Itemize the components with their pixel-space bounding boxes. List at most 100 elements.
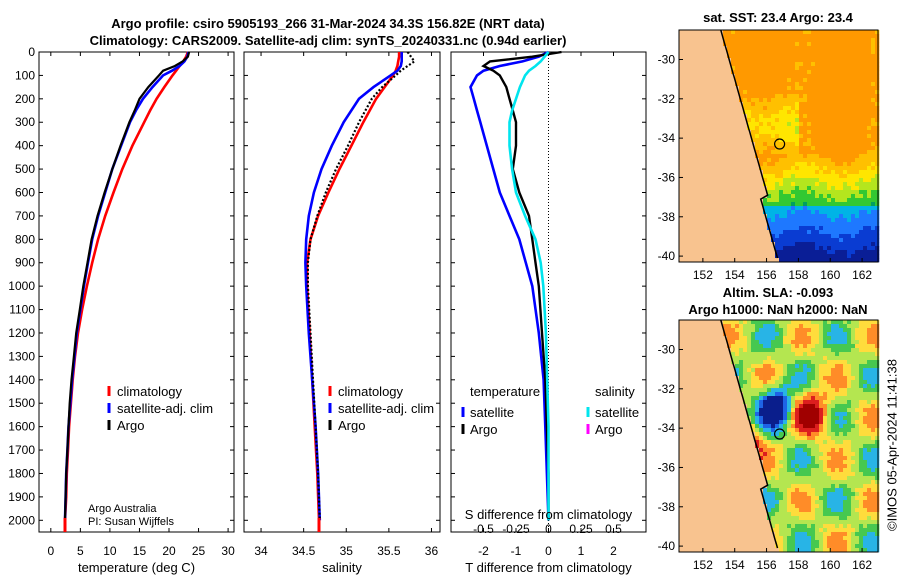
map-cell [723, 66, 728, 71]
map-cell [791, 218, 796, 223]
map-cell [691, 328, 696, 333]
map-cell [835, 448, 840, 453]
map-cell [771, 436, 776, 441]
map-cell [839, 384, 844, 389]
map-cell [819, 324, 824, 329]
map-cell [679, 412, 684, 417]
map-cell [779, 134, 784, 139]
map-cell [783, 392, 788, 397]
map-cell [699, 464, 704, 469]
map-cell [691, 226, 696, 231]
map-cell [715, 178, 720, 183]
map-cell [767, 82, 772, 87]
map-cell [731, 114, 736, 119]
map-lat-label: -36 [658, 170, 676, 184]
map-cell [811, 444, 816, 449]
map-cell [739, 74, 744, 79]
map-cell [811, 106, 816, 111]
map-cell [823, 456, 828, 461]
map-cell [695, 404, 700, 409]
map-cell [715, 102, 720, 107]
map-cell [723, 178, 728, 183]
map-cell [819, 206, 824, 211]
map-cell [719, 250, 724, 255]
map-cell [751, 392, 756, 397]
map-cell [739, 372, 744, 377]
map-cell [799, 222, 804, 227]
map-cell [743, 110, 748, 115]
map-cell [859, 222, 864, 227]
map-cell [715, 456, 720, 461]
map-cell [827, 158, 832, 163]
map-cell [759, 242, 764, 247]
map-cell [771, 94, 776, 99]
map-cell [695, 202, 700, 207]
map-cell [687, 234, 692, 239]
map-cell [871, 332, 876, 337]
map-cell [843, 90, 848, 95]
map-cell [815, 444, 820, 449]
map-cell [751, 364, 756, 369]
map-cell [807, 400, 812, 405]
title-line-2: Climatology: CARS2009. Satellite-adj cli… [90, 33, 567, 48]
map-cell [779, 114, 784, 119]
map-cell [755, 360, 760, 365]
map-cell [727, 388, 732, 393]
map-cell [815, 86, 820, 91]
map-cell [799, 344, 804, 349]
map-cell [827, 166, 832, 171]
map-cell [803, 50, 808, 55]
map-cell [839, 86, 844, 91]
map-cell [759, 154, 764, 159]
map-cell [875, 440, 880, 445]
map-cell [819, 78, 824, 83]
map-cell [863, 118, 868, 123]
map-cell [811, 186, 816, 191]
map-cell [711, 110, 716, 115]
map-cell [871, 246, 876, 251]
map-cell [691, 388, 696, 393]
map-cell [823, 328, 828, 333]
map-cell [799, 154, 804, 159]
map-cell [703, 134, 708, 139]
map-cell [867, 94, 872, 99]
map-cell [803, 54, 808, 59]
map-cell [799, 110, 804, 115]
map-cell [715, 372, 720, 377]
map-cell [839, 352, 844, 357]
map-cell [851, 392, 856, 397]
map-cell [863, 170, 868, 175]
map-cell [875, 328, 880, 333]
map-cell [803, 428, 808, 433]
map-cell [707, 250, 712, 255]
map-cell [727, 202, 732, 207]
map-cell [843, 404, 848, 409]
map-cell [771, 258, 776, 263]
map-cell [751, 158, 756, 163]
map-cell [727, 110, 732, 115]
map-cell [811, 162, 816, 167]
map-cell [851, 66, 856, 71]
map-cell [815, 460, 820, 465]
map-cell [775, 66, 780, 71]
map-cell [871, 102, 876, 107]
map-cell [855, 226, 860, 231]
map-cell [875, 340, 880, 345]
map-cell [703, 222, 708, 227]
map-cell [739, 452, 744, 457]
map-cell [775, 258, 780, 263]
map-cell [739, 320, 744, 325]
map-cell [695, 186, 700, 191]
map-cell [771, 344, 776, 349]
map-cell [719, 230, 724, 235]
map-cell [703, 344, 708, 349]
map-cell [843, 238, 848, 243]
map-cell [791, 420, 796, 425]
map-cell [823, 130, 828, 135]
map-cell [811, 230, 816, 235]
map-cell [871, 62, 876, 67]
map-cell [687, 328, 692, 333]
xtick-label: 34 [254, 544, 268, 558]
map-cell [863, 82, 868, 87]
map-cell [739, 360, 744, 365]
